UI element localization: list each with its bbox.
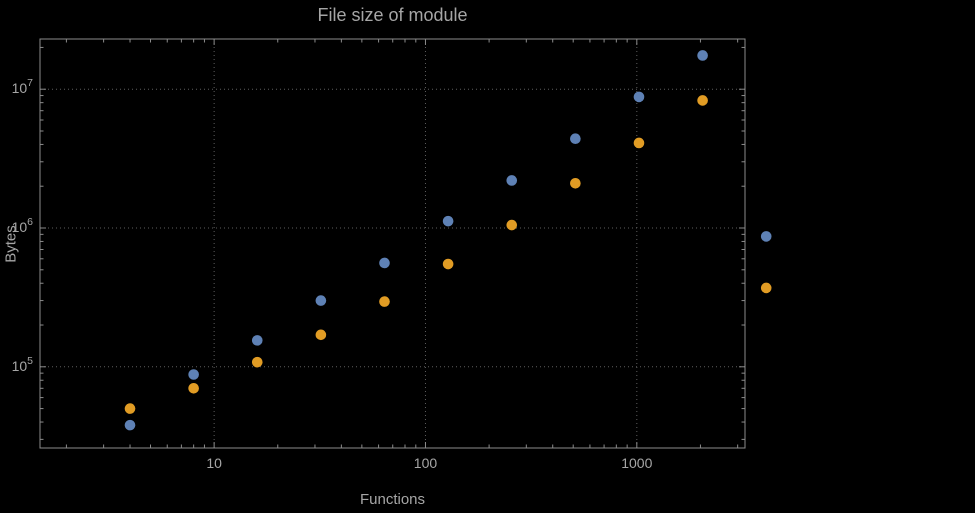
y-tick-label: 105 <box>12 355 34 374</box>
data-point-series-2 <box>442 258 454 270</box>
y-tick-label: 107 <box>12 77 34 96</box>
data-point-series-2 <box>188 383 199 394</box>
data-point-series-2 <box>124 403 136 414</box>
data-point-series-1 <box>379 257 390 269</box>
data-point-series-2 <box>570 177 581 189</box>
x-tick-label: 1000 <box>621 455 652 471</box>
x-axis-label: Functions <box>359 491 426 508</box>
data-point-series-1 <box>188 369 199 380</box>
x-tick-label: 100 <box>414 455 438 471</box>
data-point-series-1 <box>633 91 645 103</box>
data-point-series-2 <box>506 219 518 231</box>
data-point-series-2 <box>633 137 645 149</box>
data-point-series-2 <box>379 296 390 307</box>
data-point-series-2 <box>760 282 772 294</box>
data-point-series-1 <box>697 50 708 61</box>
data-point-series-1 <box>760 231 772 242</box>
y-axis-label: Bytes <box>2 225 20 263</box>
data-point-series-1 <box>124 419 136 431</box>
data-point-series-1 <box>442 215 454 227</box>
data-point-series-1 <box>315 295 327 306</box>
data-point-series-2 <box>315 329 327 341</box>
data-point-series-1 <box>251 335 263 346</box>
data-point-series-1 <box>570 133 581 144</box>
data-point-series-2 <box>697 95 708 106</box>
chart-title: File size of module <box>317 5 468 25</box>
data-point-series-1 <box>506 175 518 186</box>
x-tick-label: 10 <box>206 455 222 471</box>
data-point-series-2 <box>251 356 263 368</box>
y-tick-label: 106 <box>12 216 34 235</box>
